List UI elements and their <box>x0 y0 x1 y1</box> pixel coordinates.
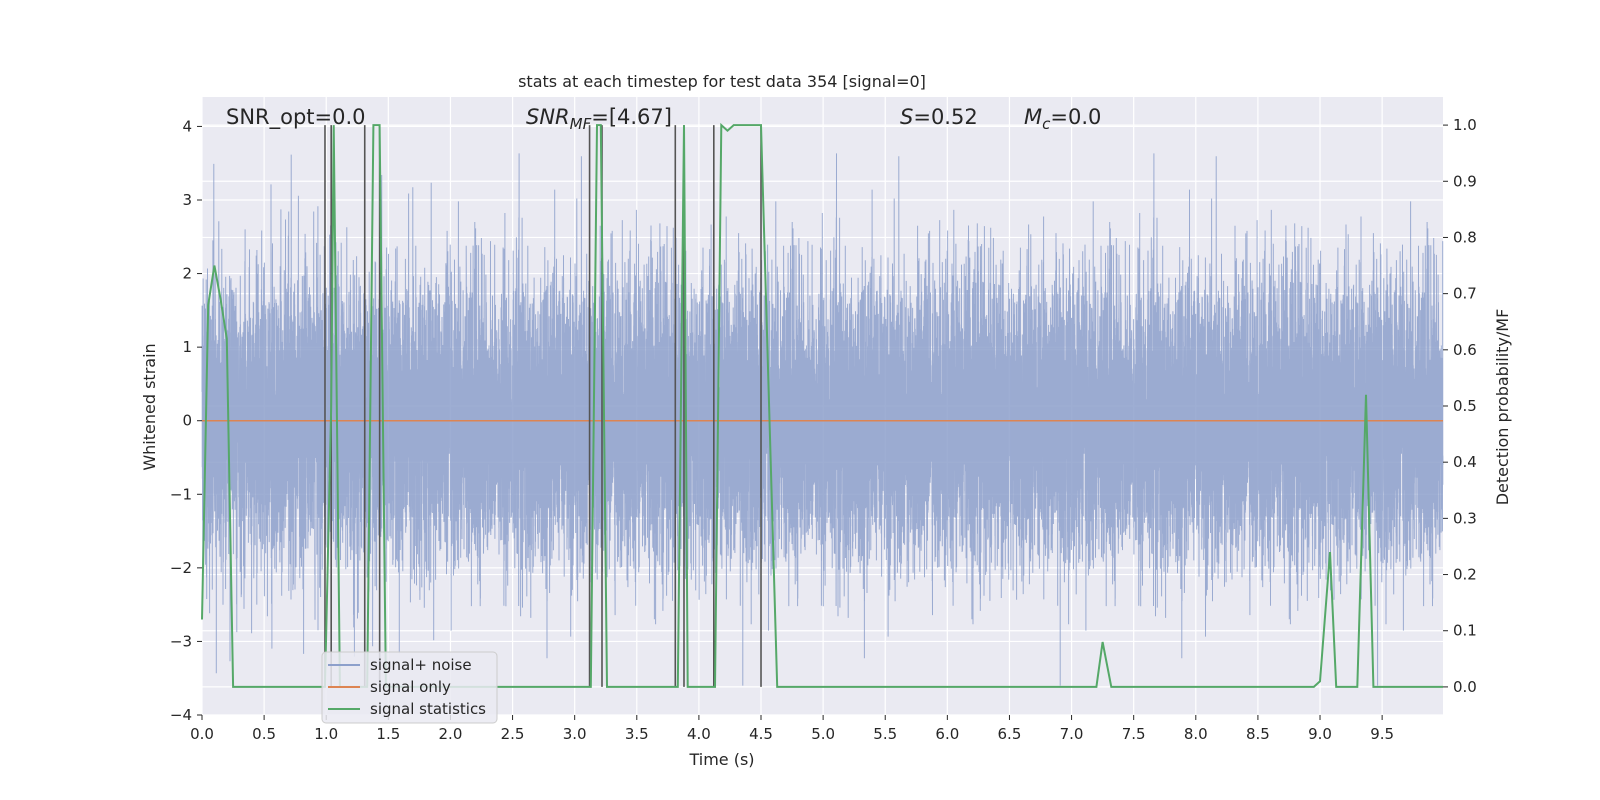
x-tick-label: 5.0 <box>811 725 835 743</box>
x-tick-label: 3.5 <box>625 725 649 743</box>
mc-base: M <box>1024 105 1042 129</box>
x-tick-label: 6.0 <box>935 725 959 743</box>
x-tick-label: 2.0 <box>439 725 463 743</box>
y-tick-label: −1 <box>170 485 192 503</box>
series-line-signal-statistics <box>201 122 1443 688</box>
x-tick-label: 4.0 <box>687 725 711 743</box>
y-right-tick-label: 0.2 <box>1453 566 1477 584</box>
snr-mf-value: =[4.67] <box>591 105 672 129</box>
chart-title: stats at each timestep for test data 354… <box>518 72 926 91</box>
snr-mf-base: SNR <box>526 105 570 129</box>
y-axis-right-ticks: 1.0 0.9 0.8 0.7 0.6 0.5 0.4 0.3 0.2 0.1 0.0 <box>1443 116 1477 696</box>
x-axis-ticks: 0.0 0.5 1.0 1.5 2.0 2.5 3.0 3.5 4.0 4.5 5.0 5.5 6.0 6… <box>190 715 1394 743</box>
s-symbol: S <box>900 105 913 129</box>
x-tick-label: 0.0 <box>190 725 214 743</box>
x-tick-label: 9.5 <box>1370 725 1394 743</box>
y-axis-ticks: 4 3 2 1 0 −1 −2 −3 −4 <box>170 117 202 724</box>
series-signal-statistics <box>201 122 1443 688</box>
y-right-tick-label: 0.8 <box>1453 228 1477 246</box>
x-tick-label: 1.5 <box>376 725 400 743</box>
mc-value: =0.0 <box>1050 105 1101 129</box>
x-tick-label: 2.5 <box>501 725 525 743</box>
y-right-tick-label: 0.6 <box>1453 341 1477 359</box>
snr-mf-sub: MF <box>570 115 592 133</box>
y-right-tick-label: 0.0 <box>1453 678 1477 696</box>
y-right-tick-label: 1.0 <box>1453 116 1477 134</box>
x-axis-label: Time (s) <box>688 750 754 769</box>
legend-label-signal-only: signal only <box>370 678 451 696</box>
y-axis-label: Whitened strain <box>140 343 159 470</box>
x-tick-label: 5.5 <box>873 725 897 743</box>
y-tick-label: 4 <box>182 117 192 135</box>
x-tick-label: 7.5 <box>1122 725 1146 743</box>
y-tick-label: 1 <box>182 338 192 356</box>
y-right-tick-label: 0.9 <box>1453 172 1477 190</box>
y-right-tick-label: 0.7 <box>1453 285 1477 303</box>
y-right-tick-label: 0.1 <box>1453 622 1477 640</box>
y-tick-label: 0 <box>182 412 192 430</box>
y-axis-right-label: Detection probability/MF <box>1493 309 1512 506</box>
x-tick-label: 6.5 <box>998 725 1022 743</box>
y-tick-label: −3 <box>170 632 192 650</box>
y-tick-label: −4 <box>170 706 192 724</box>
y-tick-label: 2 <box>182 265 192 283</box>
s-value: =0.52 <box>913 105 977 129</box>
event-markers <box>324 125 762 687</box>
y-right-tick-label: 0.4 <box>1453 453 1477 471</box>
mc-sub: c <box>1042 115 1051 133</box>
annotation-s: S=0.52 <box>900 105 978 129</box>
x-tick-label: 8.0 <box>1184 725 1208 743</box>
annotation-snr-opt: SNR_opt=0.0 <box>226 105 366 130</box>
x-tick-label: 8.5 <box>1246 725 1270 743</box>
x-tick-label: 9.0 <box>1308 725 1332 743</box>
y-tick-label: 3 <box>182 191 192 209</box>
y-tick-label: −2 <box>170 559 192 577</box>
x-tick-label: 7.0 <box>1060 725 1084 743</box>
x-tick-label: 3.0 <box>563 725 587 743</box>
annotation-snr-mf: SNRMF=[4.67] <box>526 105 672 133</box>
x-tick-label: 0.5 <box>252 725 276 743</box>
y-right-tick-label: 0.3 <box>1453 509 1477 527</box>
x-tick-label: 1.0 <box>314 725 338 743</box>
legend-label-signal-noise: signal+ noise <box>370 656 472 674</box>
legend-label-signal-statistics: signal statistics <box>370 700 486 718</box>
annotation-mc: Mc=0.0 <box>1024 105 1101 133</box>
y-right-tick-label: 0.5 <box>1453 397 1477 415</box>
x-tick-label: 4.5 <box>749 725 773 743</box>
legend: signal+ noise signal only signal statist… <box>321 651 498 724</box>
